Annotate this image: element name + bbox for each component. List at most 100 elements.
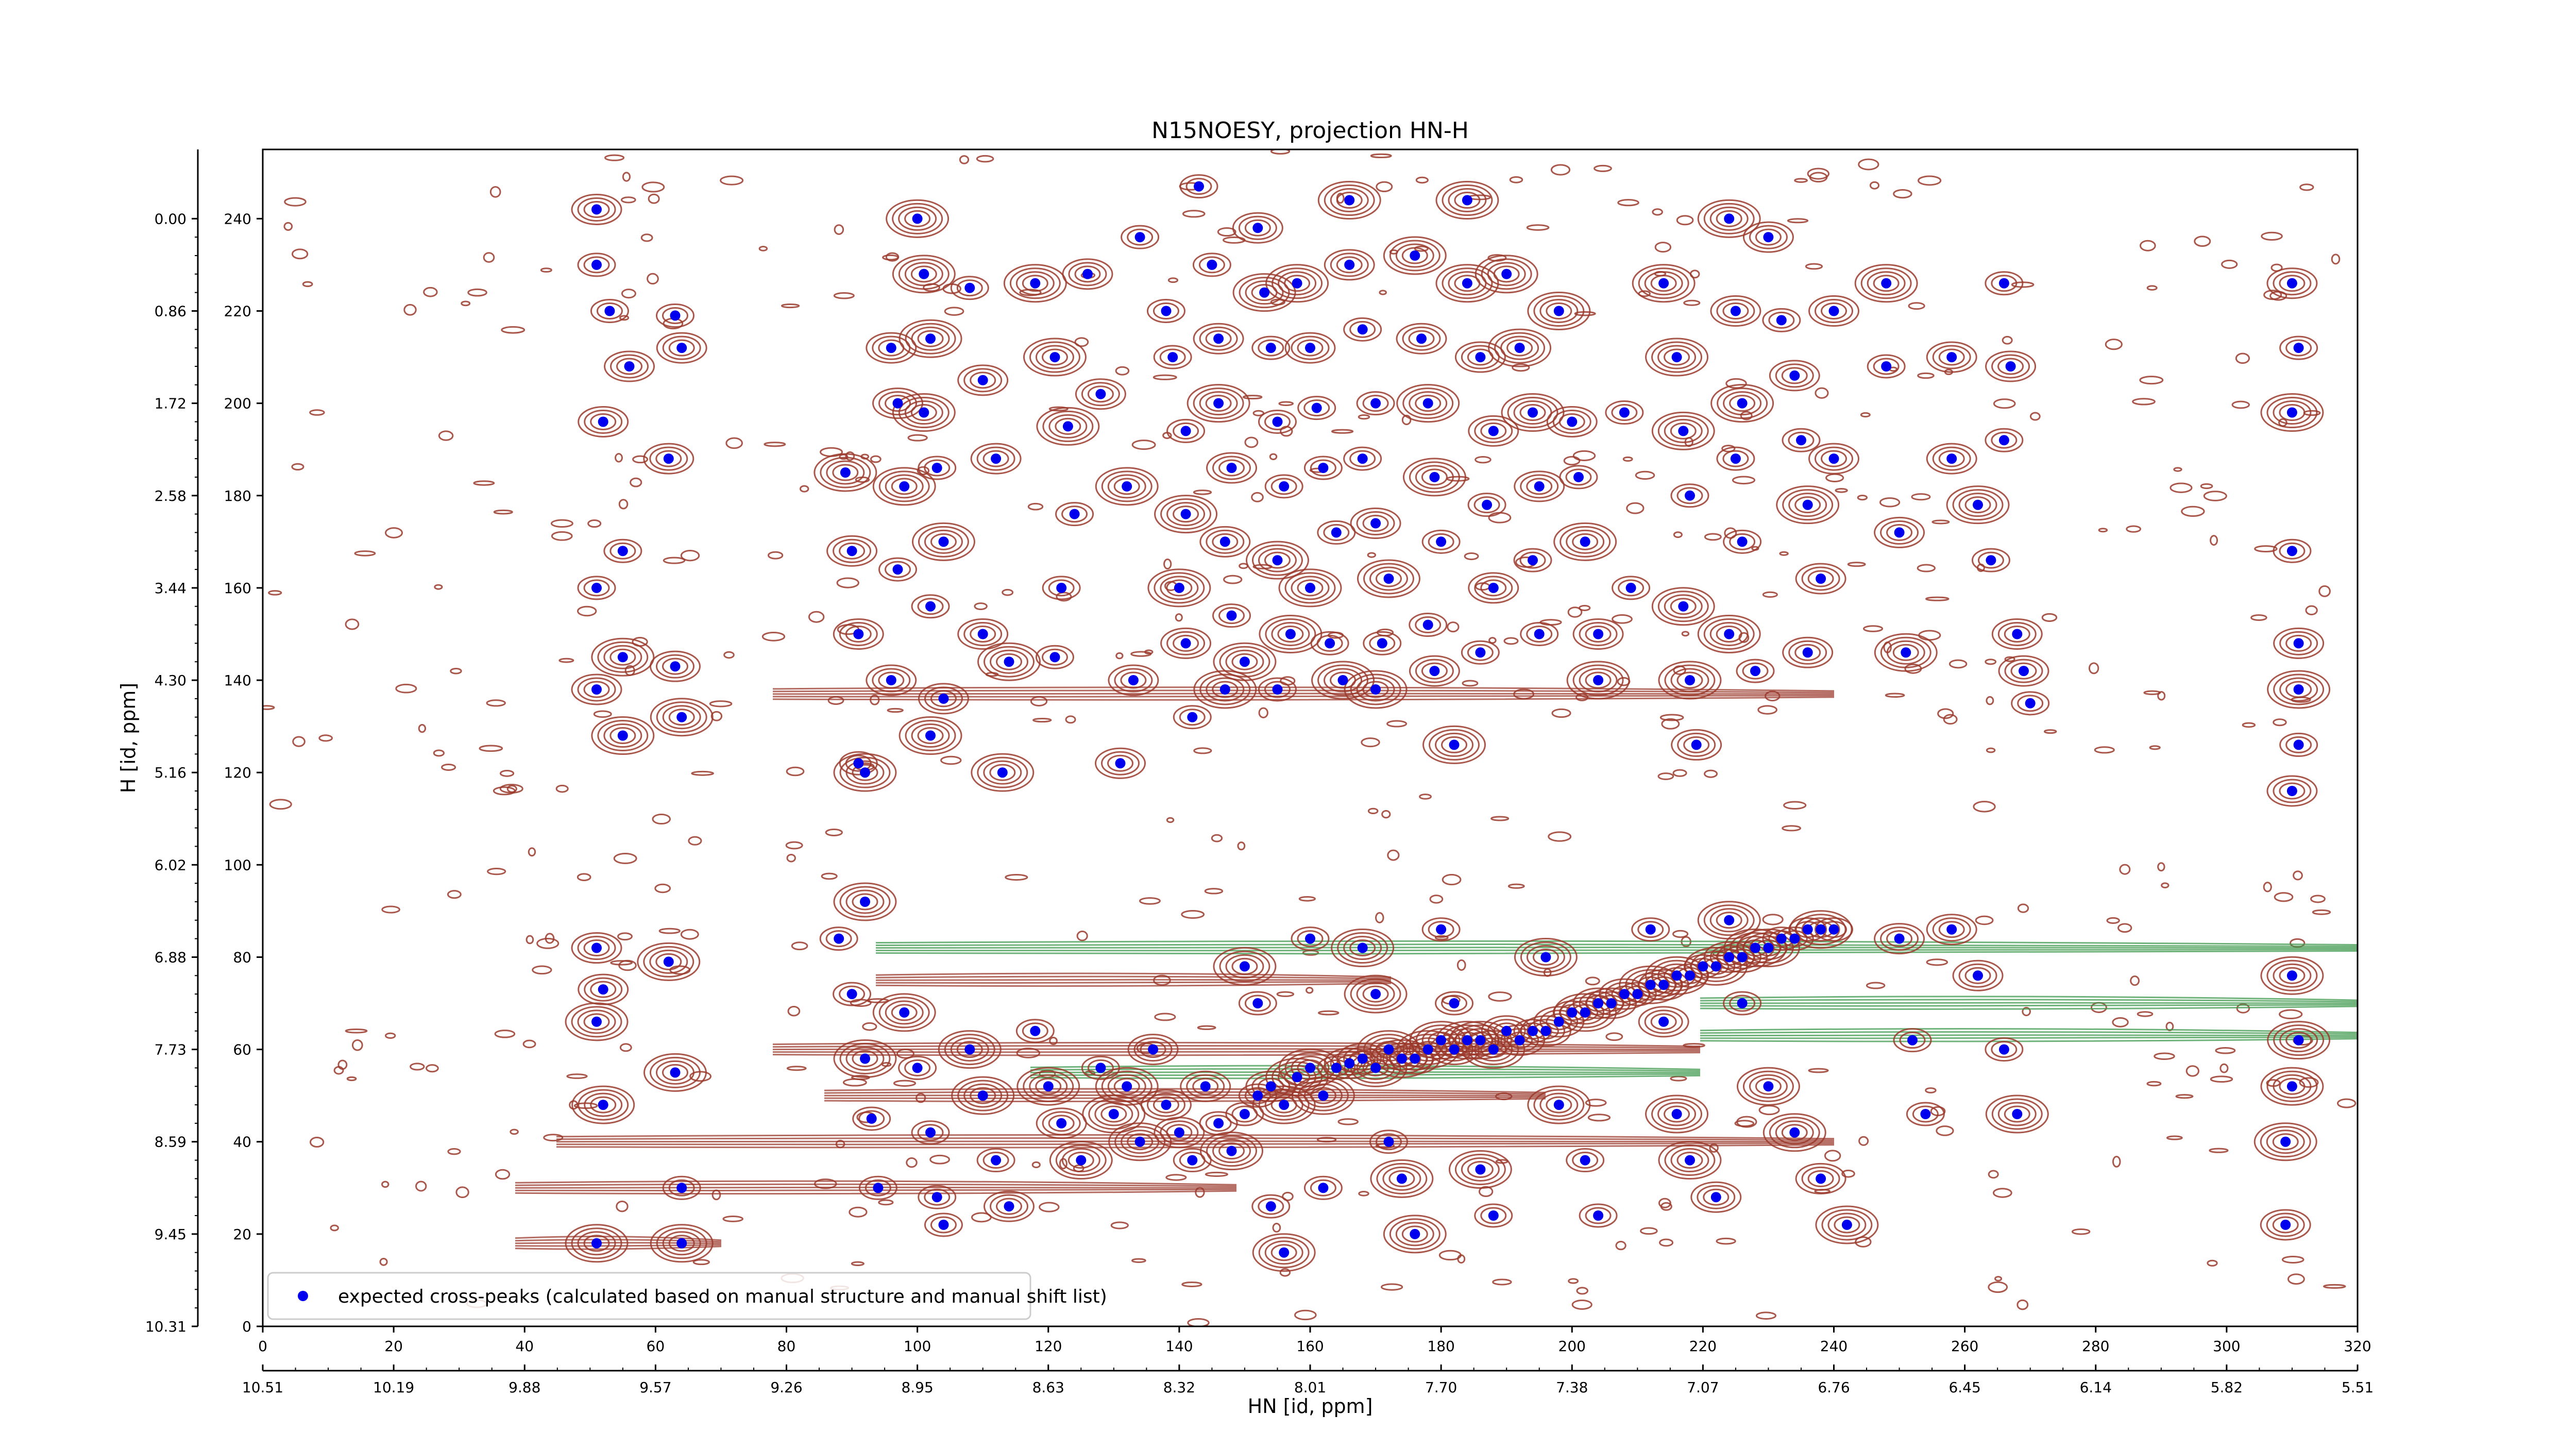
cross-peak-point (2025, 698, 2036, 709)
peak-contour (1160, 1120, 1199, 1145)
x-ppm-tick-label: 9.26 (770, 1379, 802, 1396)
noise-contour (1563, 456, 1581, 466)
noise-contour (501, 326, 526, 334)
noise-contour (2166, 1135, 2183, 1140)
peak-contour (656, 332, 707, 364)
noise-contour (1704, 769, 1718, 778)
cross-peak-point (1986, 555, 1996, 566)
cross-peak-point (663, 453, 674, 464)
cross-peak-point (2293, 739, 2304, 750)
cross-peak-point (1344, 259, 1355, 270)
cross-peak-point (1226, 1145, 1237, 1156)
noise-contour (1574, 311, 1596, 316)
cross-peak-point (1671, 970, 1682, 981)
noise-contour (1039, 1202, 1060, 1212)
peak-contour (924, 459, 951, 477)
cross-peak-point (1580, 1007, 1590, 1018)
peak-contour (583, 256, 610, 274)
noise-contour (1181, 909, 1205, 919)
peak-contour (1362, 515, 1389, 532)
noise-contour (1841, 1169, 1855, 1178)
noise-contour (269, 799, 292, 810)
peak-contour (833, 982, 872, 1006)
peak-contour (1815, 1205, 1879, 1244)
noise-contour (506, 785, 517, 793)
cross-peak-point (1724, 952, 1735, 963)
peak-contour (1409, 655, 1460, 687)
x-index-tick-label: 240 (1820, 1338, 1848, 1355)
peak-contour (1153, 1096, 1179, 1114)
noise-contour (455, 1186, 469, 1199)
cross-peak-point (1161, 306, 1172, 316)
peak-contour (591, 637, 655, 677)
noise-contour (1736, 1116, 1757, 1128)
peak-contour (1127, 1133, 1154, 1151)
cross-peak-point (840, 467, 851, 478)
noise-contour (415, 1181, 427, 1192)
peak-contour (982, 450, 1009, 467)
cross-peak-point (1030, 1025, 1041, 1036)
cross-peak-point (1410, 1053, 1420, 1064)
cross-peak-point (1514, 343, 1525, 353)
legend-box (267, 1272, 1031, 1320)
peak-contour (1788, 493, 1827, 517)
noise-contour (1258, 707, 1268, 719)
cross-peak-point (1776, 933, 1787, 944)
peak-contour (1429, 729, 1480, 761)
cross-peak-point (938, 1219, 949, 1230)
peak-contour (1520, 941, 1571, 973)
noise-contour (613, 852, 637, 864)
x-ppm-tick-label: 5.51 (2342, 1379, 2374, 1396)
noise-contour (1579, 604, 1591, 611)
noise-contour (1252, 410, 1265, 416)
streak-contour (875, 949, 2358, 952)
noise-contour (1376, 181, 1393, 192)
cross-peak-point (931, 1192, 942, 1203)
streak-contour (824, 1096, 1546, 1099)
noise-contour (2207, 1259, 2218, 1267)
peak-contour (839, 1043, 891, 1075)
peak-contour (1722, 302, 1749, 319)
peak-contour (1670, 422, 1697, 440)
peak-contour (1154, 1117, 1205, 1149)
noise-contour (1661, 718, 1680, 730)
peak-contour (872, 335, 911, 360)
noise-contour (692, 1259, 710, 1266)
peak-contour (1225, 954, 1264, 979)
peak-contour (1317, 181, 1381, 220)
cross-peak-point (1593, 675, 1604, 685)
peak-contour (918, 456, 957, 480)
noise-contour (1594, 164, 1612, 172)
noise-contour (1387, 849, 1400, 861)
noise-contour (2210, 1075, 2233, 1083)
streak-contour (772, 686, 1835, 692)
peak-contour (1676, 487, 1703, 504)
noise-contour (1740, 411, 1753, 420)
peak-contour (2267, 670, 2331, 709)
peak-contour (1938, 348, 1965, 366)
peak-contour (2010, 662, 2037, 680)
peak-contour (1401, 1225, 1428, 1243)
peak-contour (1421, 1028, 1461, 1053)
cross-peak-point (846, 989, 857, 1000)
cross-peak-point (977, 1090, 988, 1101)
streak-contour (1700, 996, 2358, 1001)
peak-contour (1697, 1185, 1736, 1209)
noise-contour (1193, 747, 1212, 754)
legend: expected cross-peaks (calculated based o… (267, 1272, 1107, 1320)
noise-contour (2215, 1047, 2236, 1054)
noise-contour (1027, 502, 1044, 511)
noise-contour (2029, 412, 2041, 421)
peak-contour (1232, 212, 1283, 244)
peak-contour (1775, 926, 1814, 951)
peak-contour (1435, 991, 1474, 1016)
cross-peak-point (931, 463, 942, 473)
cross-peak-point (1344, 195, 1355, 206)
peak-contour (1991, 618, 2043, 650)
peak-contour (662, 1064, 688, 1081)
streak-contour (772, 1048, 1701, 1051)
peak-contour (1291, 1076, 1355, 1115)
peak-contour (1041, 648, 1068, 666)
peak-contour (950, 276, 989, 300)
peak-contour (1579, 1203, 1618, 1228)
